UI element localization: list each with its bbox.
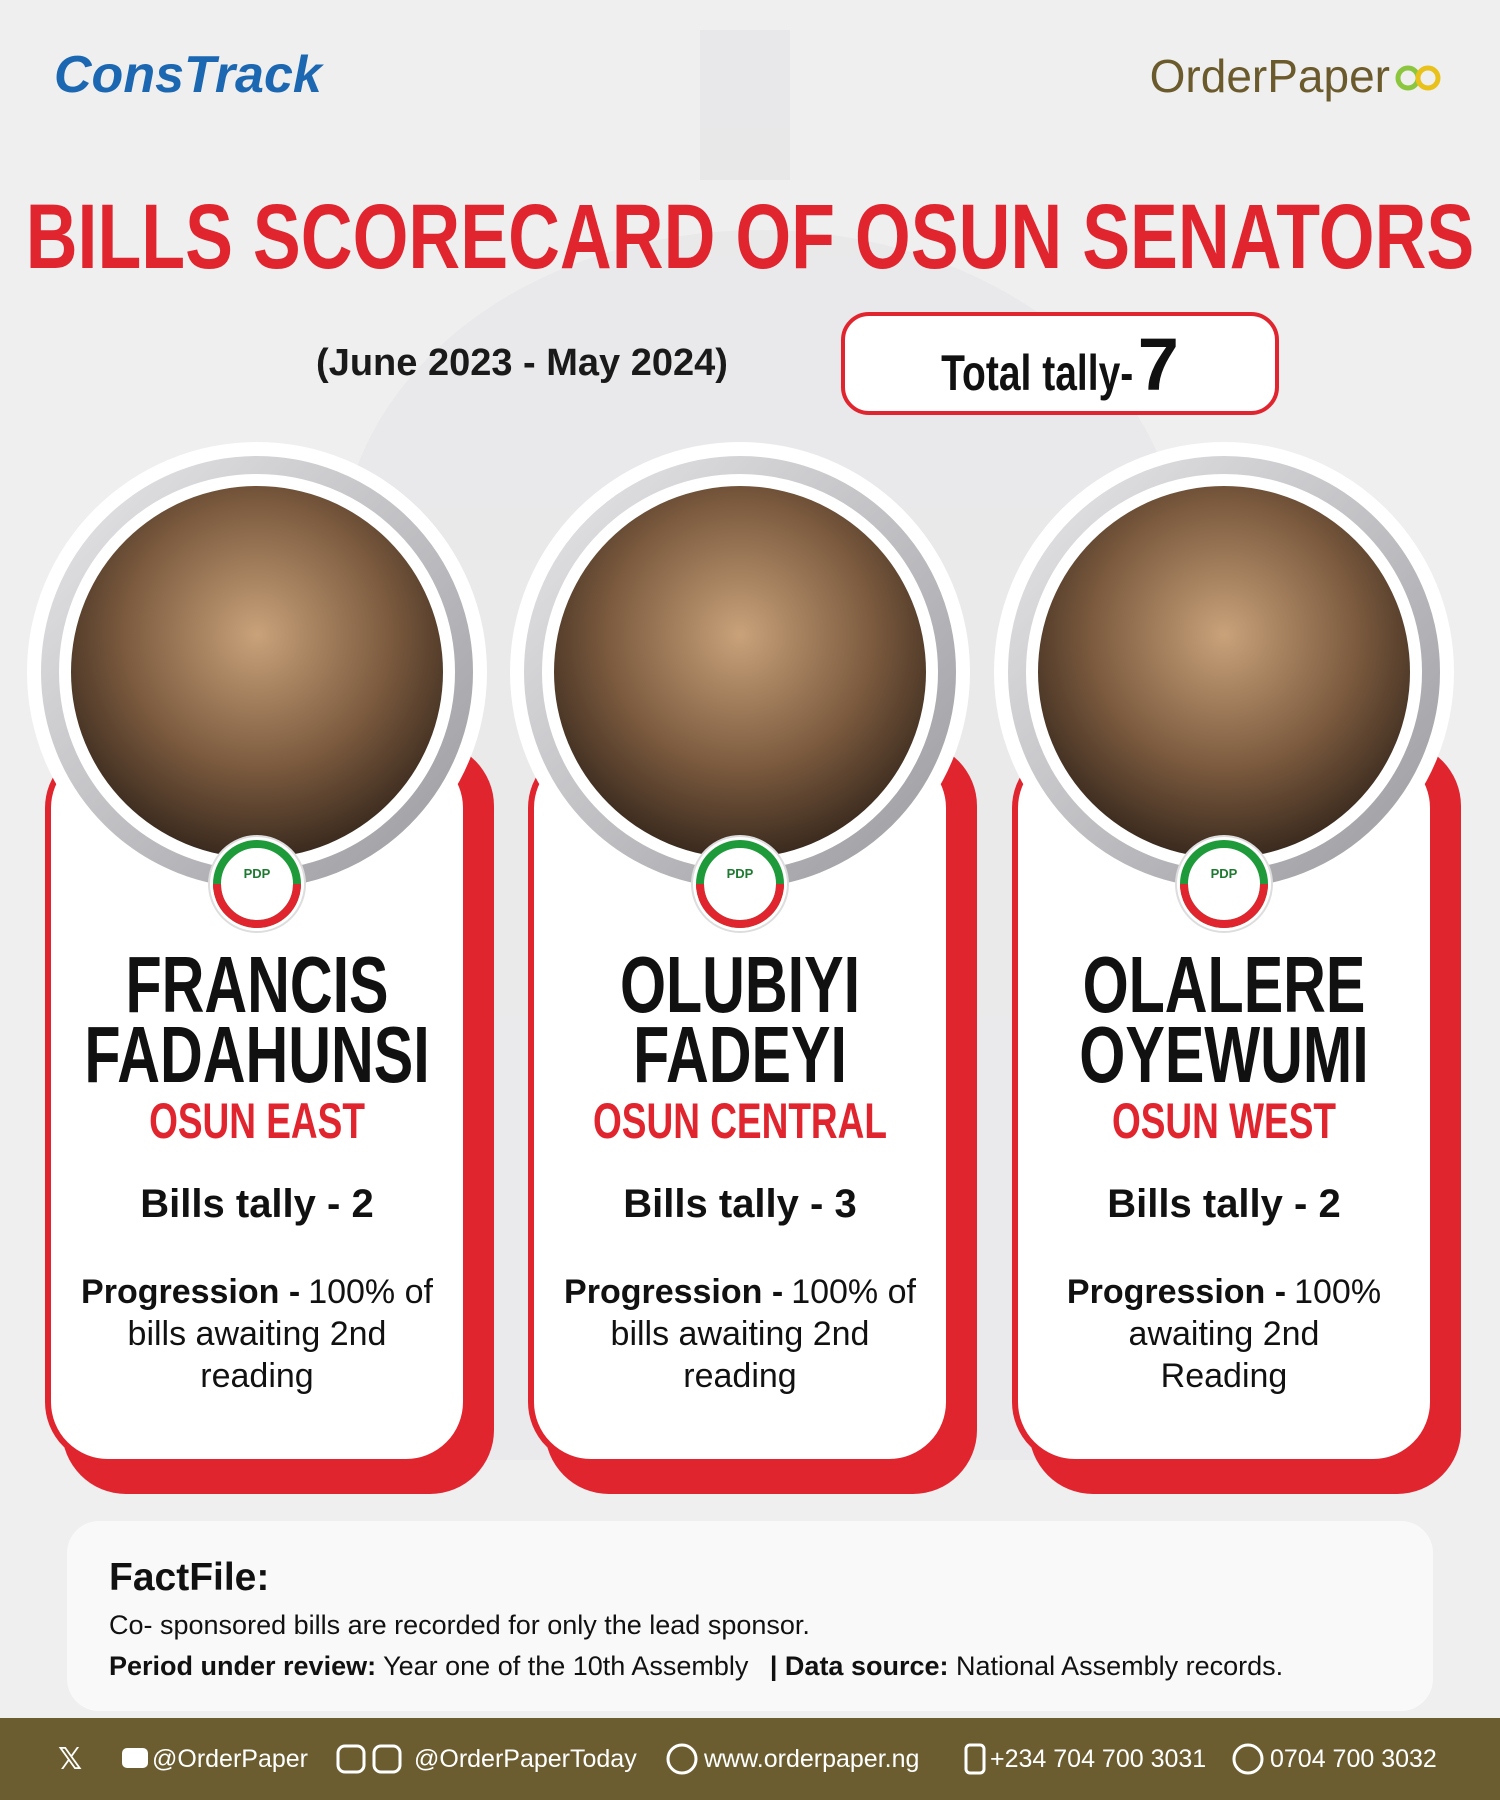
phone: +234 704 700 3031 — [990, 1745, 1206, 1773]
party-name: PDP — [244, 866, 271, 881]
bills-tally: Bills tally - 3 — [623, 1182, 856, 1226]
progression: Progression -100% of bills awaiting 2nd re… — [564, 1273, 916, 1395]
last-name: FADAHUNSI — [84, 1010, 429, 1099]
source-label: | Data source: — [770, 1651, 949, 1681]
progression-label: Progression - — [564, 1273, 783, 1311]
total-label: Total tally- — [941, 345, 1133, 401]
district: OSUN EAST — [149, 1093, 365, 1149]
progression: Progression -100% awaiting 2nd Reading — [1067, 1273, 1381, 1395]
progression-line: awaiting 2nd — [1129, 1315, 1320, 1353]
factfile-box — [67, 1521, 1433, 1711]
period-text: Year one of the 10th Assembly — [383, 1651, 749, 1681]
progression-line: reading — [200, 1357, 313, 1395]
last-name: FADEYI — [633, 1010, 847, 1099]
party-logo-arc — [1180, 883, 1268, 928]
svg-text:𝕏: 𝕏 — [58, 1743, 82, 1776]
total-box — [841, 312, 1279, 415]
progression-label: Progression - — [81, 1273, 300, 1311]
first-name: FRANCIS — [125, 940, 388, 1029]
party-logo-bg — [208, 835, 306, 933]
progression-label: Progression - — [1067, 1273, 1286, 1311]
last-name: OYEWUMI — [1079, 1010, 1368, 1099]
total-tally: Total tally- 7 — [941, 323, 1179, 406]
progression-line: 100% of — [791, 1273, 916, 1311]
progression-line: reading — [683, 1357, 796, 1395]
factfile-details: Period under review: Year one of the 10t… — [109, 1651, 1283, 1681]
logo-constrack: ConsTrack — [54, 46, 325, 104]
first-name: OLUBIYI — [620, 940, 860, 1029]
factfile-title: FactFile: — [109, 1556, 269, 1599]
website: www.orderpaper.ng — [703, 1745, 919, 1773]
title: BILLS SCORECARD OF OSUN SENATORS — [26, 186, 1475, 288]
party-logo-bg — [1175, 835, 1273, 933]
factfile-note: Co- sponsored bills are recorded for onl… — [109, 1610, 810, 1640]
party-name: PDP — [727, 866, 754, 881]
footer-icons: 𝕏 — [58, 1743, 1264, 1776]
progression-line: bills awaiting 2nd — [128, 1315, 387, 1353]
logo-orderpaper: OrderPaper — [1150, 50, 1390, 102]
bills-tally: Bills tally - 2 — [1107, 1182, 1340, 1226]
logo-icon — [1395, 65, 1441, 91]
progression-line: Reading — [1161, 1357, 1288, 1395]
x-handle: @OrderPaper — [152, 1745, 308, 1773]
party-logo-arc — [696, 883, 784, 928]
party-logo-bg — [691, 835, 789, 933]
district: OSUN CENTRAL — [593, 1093, 887, 1149]
party-logo-arc — [213, 883, 301, 928]
whatsapp: 0704 700 3032 — [1270, 1745, 1437, 1773]
threads-handle: @OrderPaperToday — [414, 1745, 637, 1773]
party-name: PDP — [1211, 866, 1238, 881]
source-text: National Assembly records. — [956, 1651, 1283, 1681]
district: OSUN WEST — [1112, 1093, 1336, 1149]
progression-line: bills awaiting 2nd — [611, 1315, 870, 1353]
progression-line: 100% of — [308, 1273, 433, 1311]
bills-tally: Bills tally - 2 — [140, 1182, 373, 1226]
period: (June 2023 - May 2024) — [316, 342, 728, 384]
first-name: OLALERE — [1083, 940, 1366, 1029]
photo — [1038, 486, 1410, 858]
period-label: Period under review: — [109, 1651, 376, 1681]
photo — [554, 486, 926, 858]
footer-band — [0, 1718, 1500, 1800]
total-value: 7 — [1138, 323, 1179, 406]
progression-line: 100% — [1294, 1273, 1381, 1311]
photo — [71, 486, 443, 858]
progression: Progression -100% of bills awaiting 2nd re… — [81, 1273, 433, 1395]
